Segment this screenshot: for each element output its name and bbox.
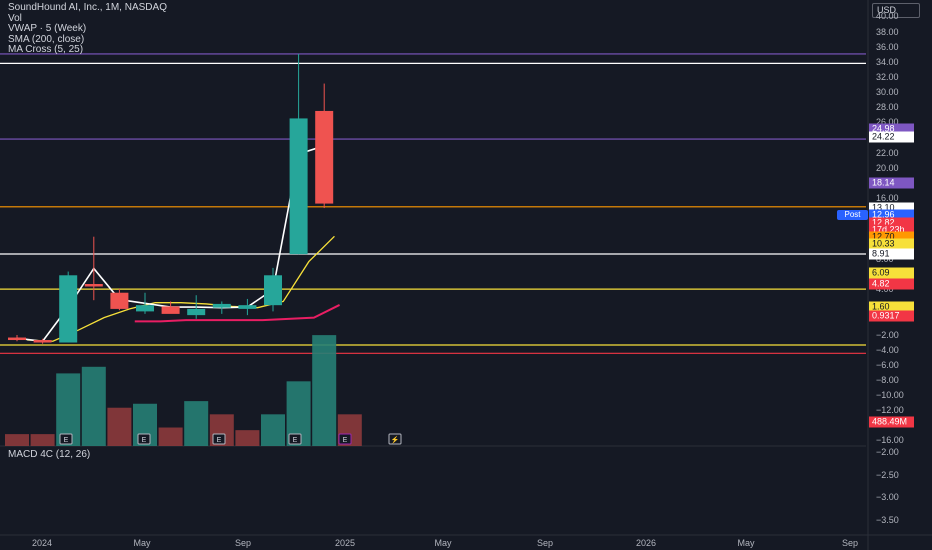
currency-selector[interactable]: USD [872, 3, 920, 18]
price-label-badge[interactable]: 4.82 [869, 278, 914, 290]
chart-legend: SoundHound AI, Inc., 1M, NASDAQ Vol VWAP… [8, 2, 167, 56]
macd-tick: −2.50 [876, 470, 899, 480]
earnings-marker-label: E [293, 437, 298, 444]
price-tick: 26.00 [876, 117, 899, 127]
candle-body [110, 292, 129, 309]
price-label-badge[interactable]: 0.9317 [869, 310, 914, 322]
candle-body [315, 110, 334, 204]
earnings-marker-label: E [343, 437, 348, 444]
volume-tick: −2.00 [876, 330, 899, 340]
macd-legend[interactable]: MACD 4C (12, 26) [8, 449, 91, 460]
candle-body [33, 340, 52, 343]
volume-bar [56, 373, 81, 446]
price-tick: 36.00 [876, 42, 899, 52]
candle-body [161, 306, 180, 314]
volume-bar [158, 427, 183, 446]
candle-body [84, 284, 103, 287]
price-tick: 40.00 [876, 11, 899, 21]
ma-slow-line [134, 304, 341, 323]
volume-bar [312, 335, 337, 446]
time-tick: 2025 [334, 538, 356, 548]
price-tick: 34.00 [876, 57, 899, 67]
time-tick: 2026 [635, 538, 657, 548]
earnings-marker [338, 433, 352, 445]
time-tick: 2024 [31, 538, 53, 548]
time-tick: May [737, 538, 755, 548]
legend-vwap[interactable]: VWAP · 5 (Week) [8, 23, 87, 34]
macd-tick: −3.50 [876, 515, 899, 525]
earnings-marker [137, 433, 151, 445]
volume-tick: −16.00 [876, 435, 904, 445]
price-label-badge[interactable]: 1.60 [869, 301, 914, 313]
legend-sma[interactable]: SMA (200, close) [8, 33, 85, 45]
candle-body [238, 305, 257, 309]
volume-tick: −6.00 [876, 360, 899, 370]
candle-body [289, 118, 308, 255]
volume-tick: −4.00 [876, 345, 899, 355]
candle-body [136, 305, 154, 312]
price-label-badge[interactable]: 12.70 [869, 231, 914, 243]
time-tick: Sep [234, 538, 252, 548]
volume-bar [184, 401, 209, 446]
price-label-badge[interactable]: 24.98 [869, 123, 914, 135]
macd-tick: −2.00 [876, 447, 899, 457]
price-label-badge[interactable]: 8.91 [869, 248, 914, 260]
earnings-marker-label: E [217, 437, 222, 444]
price-label-badge[interactable]: 12.82 [869, 217, 914, 229]
price-tick: 22.00 [876, 148, 899, 158]
volume-bar [107, 407, 132, 446]
price-label-badge[interactable]: 6.09 [869, 267, 914, 279]
price-label-badge[interactable]: 18.14 [869, 177, 914, 189]
volume-tick: −8.00 [876, 375, 899, 385]
legend-ma-cross[interactable]: MA Cross (5, 25) [8, 44, 84, 55]
price-tick: 28.00 [876, 102, 899, 112]
candle-body [264, 275, 282, 306]
candle-body [59, 275, 78, 343]
candle-body [212, 303, 231, 308]
time-tick: May [133, 538, 151, 548]
volume-bar [261, 414, 285, 446]
earnings-marker-label: ⚡ [391, 435, 400, 444]
candle-body [187, 308, 206, 316]
price-label-badge[interactable]: 13.10 [869, 202, 914, 214]
price-label-badge[interactable]: 12.96 [869, 209, 914, 221]
earnings-marker [388, 433, 402, 445]
time-tick: May [434, 538, 452, 548]
volume-tick: −10.00 [876, 390, 904, 400]
candle-body [8, 337, 26, 341]
legend-volume[interactable]: Vol [8, 12, 22, 24]
earnings-marker [288, 433, 302, 445]
price-tick: 32.00 [876, 72, 899, 82]
post-market-label[interactable]: Post [837, 210, 868, 220]
macd-tick: −3.00 [876, 492, 899, 502]
price-label-badge[interactable]: 24.22 [869, 131, 914, 143]
price-tick: 38.00 [876, 27, 899, 37]
volume-bar [5, 434, 29, 446]
volume-tick: −12.00 [876, 405, 904, 415]
volume-bar [235, 430, 260, 446]
price-label-badge[interactable]: 17d 23h [869, 224, 914, 236]
volume-bar [30, 434, 55, 446]
price-tick: 16.00 [876, 193, 899, 203]
earnings-marker-label: E [142, 437, 147, 444]
time-tick: Sep [841, 538, 859, 548]
legend-symbol-title[interactable]: SoundHound AI, Inc., 1M, NASDAQ [8, 2, 167, 13]
ma-fast-line [27, 235, 335, 342]
price-tick: 20.00 [876, 163, 899, 173]
volume-bar [81, 366, 106, 446]
price-label-badge[interactable]: 10.33 [869, 238, 914, 250]
earnings-marker [212, 433, 226, 445]
earnings-marker-label: E [64, 437, 69, 444]
price-tick: 30.00 [876, 87, 899, 97]
time-tick: Sep [536, 538, 554, 548]
earnings-marker [59, 433, 73, 445]
volume-label-badge[interactable]: 488.49M [869, 416, 914, 428]
